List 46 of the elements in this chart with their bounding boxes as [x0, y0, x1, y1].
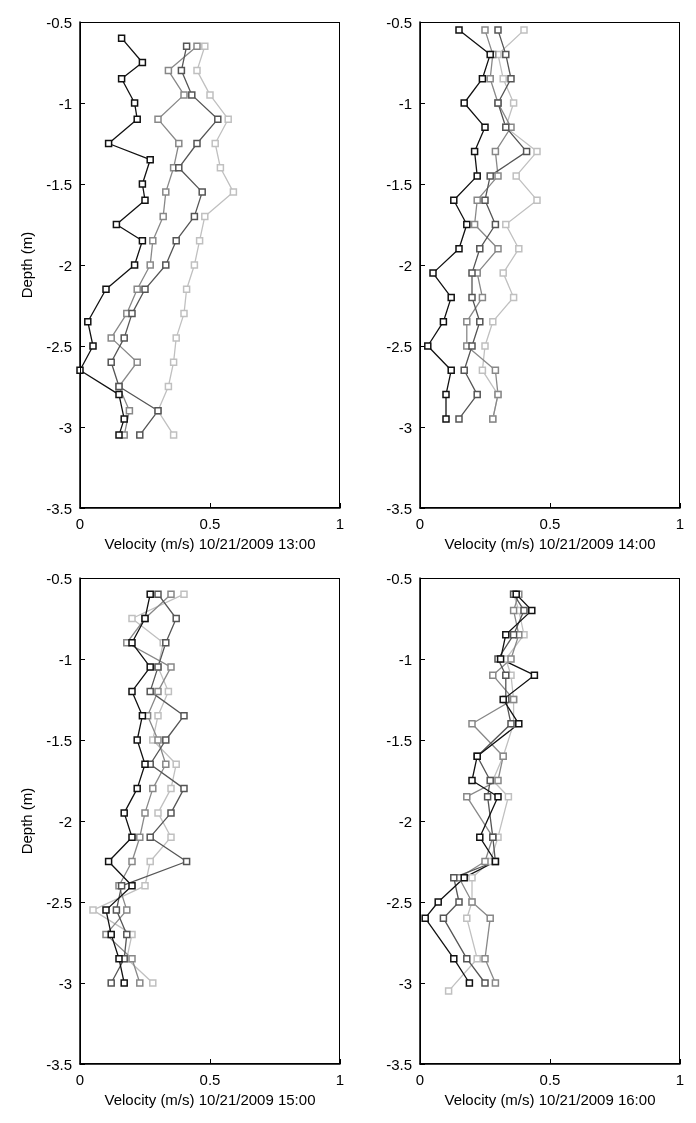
y-tick-label: -3.5	[386, 1055, 412, 1073]
y-tick-label: -1.5	[46, 175, 72, 193]
x-tick-label: 1	[675, 1071, 685, 1088]
y-tick-label: -1.5	[386, 731, 412, 749]
y-tick-label: -2.5	[46, 337, 72, 355]
y-tick-label: -1.5	[46, 731, 72, 749]
y-tick-label: -3	[58, 974, 72, 992]
y-axis-title: Depth (m)	[18, 787, 35, 855]
y-tick-label: -2	[398, 256, 412, 274]
y-tick-label: -2	[58, 812, 72, 830]
y-tick-label: -3	[398, 418, 412, 436]
x-axis-title: Velocity (m/s) 10/21/2009 13:00	[104, 535, 316, 552]
x-axis-title: Velocity (m/s) 10/21/2009 14:00	[444, 535, 656, 552]
y-tick-label: -2.5	[46, 893, 72, 911]
x-tick-label: 0	[415, 515, 425, 532]
y-tick-label: -1	[58, 650, 72, 668]
y-tick-label: -3.5	[386, 499, 412, 517]
y-tick-label: -1.5	[386, 175, 412, 193]
y-tick-label: -3.5	[46, 499, 72, 517]
x-tick-label: 0	[75, 515, 85, 532]
y-axis-title: Depth (m)	[18, 231, 35, 299]
y-tick-label: -2.5	[386, 337, 412, 355]
x-tick-label: 0.5	[539, 515, 561, 532]
x-tick-label: 1	[335, 1071, 345, 1088]
x-tick-label: 0.5	[199, 515, 221, 532]
y-tick-label: -1	[58, 94, 72, 112]
x-axis-title: Velocity (m/s) 10/21/2009 16:00	[444, 1091, 656, 1108]
x-tick-label: 1	[335, 515, 345, 532]
x-tick-label: 0.5	[539, 1071, 561, 1088]
x-tick-label: 0	[415, 1071, 425, 1088]
y-tick-label: -0.5	[386, 569, 412, 587]
y-tick-label: -0.5	[386, 13, 412, 31]
y-tick-label: -0.5	[46, 569, 72, 587]
y-tick-label: -1	[398, 650, 412, 668]
x-tick-label: 0	[75, 1071, 85, 1088]
y-tick-label: -3	[58, 418, 72, 436]
y-tick-label: -2	[58, 256, 72, 274]
y-tick-label: -1	[398, 94, 412, 112]
y-tick-label: -2.5	[386, 893, 412, 911]
y-tick-label: -3.5	[46, 1055, 72, 1073]
x-tick-label: 0.5	[199, 1071, 221, 1088]
y-tick-label: -0.5	[46, 13, 72, 31]
x-axis-title: Velocity (m/s) 10/21/2009 15:00	[104, 1091, 316, 1108]
x-tick-label: 1	[675, 515, 685, 532]
y-tick-label: -3	[398, 974, 412, 992]
y-tick-label: -2	[398, 812, 412, 830]
